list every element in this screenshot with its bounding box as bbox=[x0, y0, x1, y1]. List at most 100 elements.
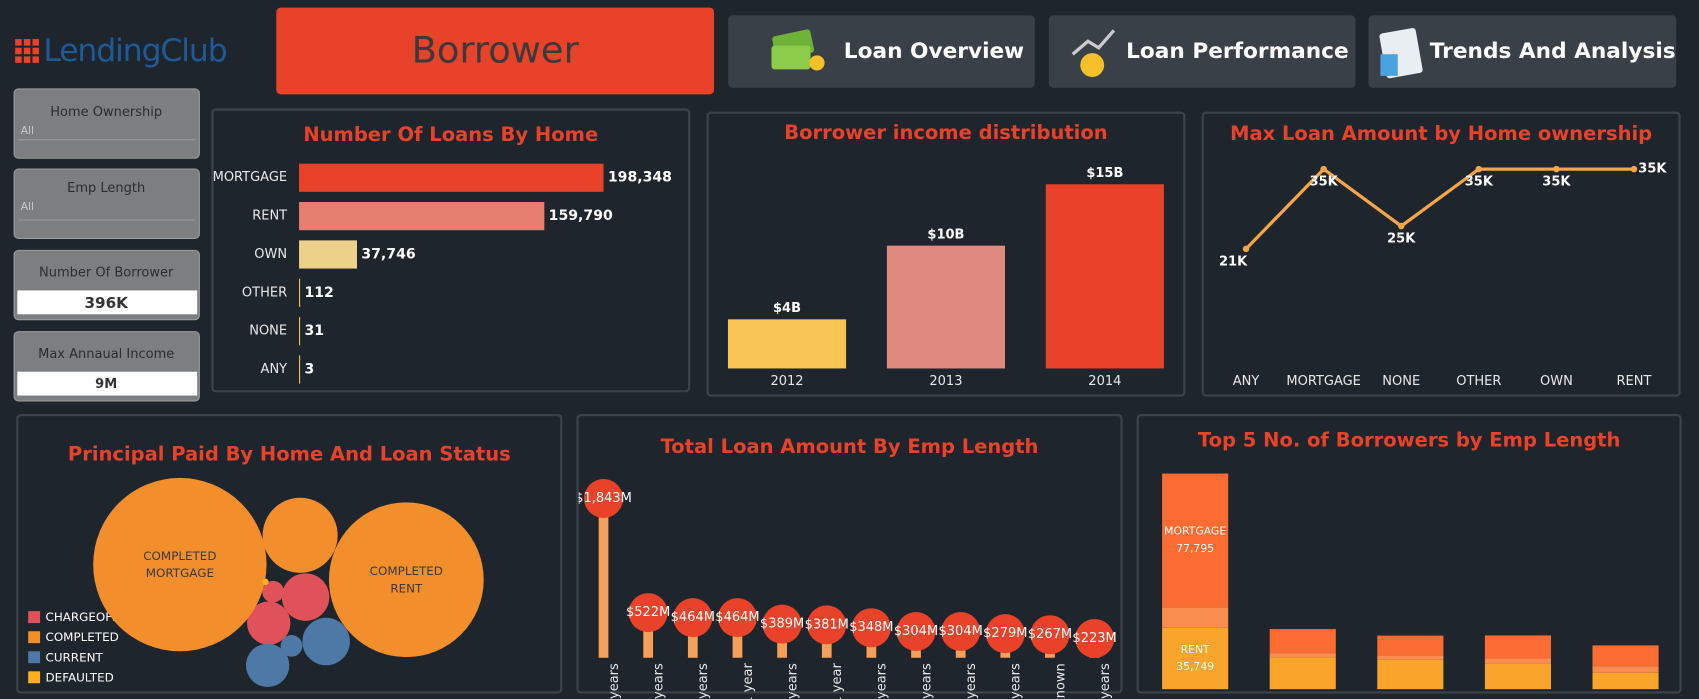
x-tick-label: 5 years bbox=[785, 663, 800, 699]
calculator-icon bbox=[1380, 54, 1398, 76]
filter-box[interactable] bbox=[13, 168, 200, 239]
lollipop-head bbox=[896, 611, 936, 651]
x-tick-label: 2012 bbox=[770, 374, 803, 389]
data-label: 112 bbox=[304, 285, 333, 301]
nav-label[interactable]: Loan Performance bbox=[1126, 39, 1349, 64]
chart-title: Number Of Loans By Home bbox=[303, 123, 598, 146]
x-tick-label: MORTGAGE bbox=[1286, 374, 1361, 389]
x-tick-label: NONE bbox=[1382, 374, 1420, 389]
x-tick-label: 1 year bbox=[830, 663, 845, 699]
nav-label[interactable]: Loan Overview bbox=[844, 39, 1024, 64]
data-label: $464M bbox=[715, 610, 759, 625]
bubble-label-line: COMPLETED bbox=[370, 564, 443, 578]
bar-segment bbox=[1269, 653, 1336, 658]
lollipop-head bbox=[807, 605, 847, 645]
panel bbox=[1136, 413, 1682, 694]
lollipop-head bbox=[673, 598, 713, 638]
lollipop-head bbox=[762, 604, 802, 644]
nav-label[interactable]: Trends And Analysis bbox=[1430, 39, 1676, 64]
lollipop-head bbox=[1030, 615, 1070, 655]
category-label: RENT bbox=[252, 209, 287, 224]
x-tick-label: 3 years bbox=[696, 663, 711, 699]
panel bbox=[706, 111, 1186, 397]
data-label: 35K bbox=[1542, 175, 1571, 190]
bubble bbox=[247, 601, 291, 645]
bar bbox=[299, 317, 301, 346]
bag-icon bbox=[1080, 53, 1105, 77]
nav-button[interactable]: Loan Performance bbox=[1048, 15, 1356, 88]
panel bbox=[16, 413, 563, 694]
data-label: 25K bbox=[1387, 232, 1416, 247]
nav-box[interactable] bbox=[1368, 15, 1677, 88]
bar-segment bbox=[1377, 655, 1444, 660]
data-label: $279M bbox=[983, 626, 1027, 641]
bar-segment bbox=[1592, 645, 1659, 667]
title-box bbox=[276, 7, 715, 95]
filter-label: Emp Length bbox=[67, 181, 145, 196]
data-label: $223M bbox=[1072, 631, 1116, 646]
x-tick-label: 2014 bbox=[1088, 374, 1121, 389]
kpi-value-box bbox=[17, 371, 198, 396]
bubble bbox=[280, 635, 303, 657]
bar bbox=[299, 202, 545, 231]
kpi-value-box bbox=[17, 290, 198, 315]
bubble-label: COMPLETED MORTGAGE bbox=[143, 548, 216, 579]
x-tick-label: 10+ years bbox=[607, 663, 622, 699]
filter-box[interactable] bbox=[13, 88, 200, 159]
filter[interactable]: Emp Length All bbox=[13, 168, 200, 239]
bar-segment bbox=[1377, 659, 1444, 690]
data-label: $4B bbox=[773, 301, 801, 316]
stem bbox=[687, 617, 698, 658]
data-label: $522M bbox=[626, 605, 670, 620]
stem bbox=[598, 498, 609, 658]
kpi-label: Number Of Borrower bbox=[39, 266, 174, 281]
data-label: 35K bbox=[1638, 162, 1667, 177]
kpi-label: Max Annaual Income bbox=[38, 347, 174, 362]
lollipop-head bbox=[628, 593, 668, 633]
bubble bbox=[328, 502, 484, 658]
bar-segment bbox=[1484, 663, 1551, 690]
x-tick-label: 2013 bbox=[929, 374, 962, 389]
data-label: $10B bbox=[927, 227, 964, 242]
panel bbox=[1201, 111, 1681, 397]
legend-label: DEFAULTED bbox=[46, 670, 114, 684]
data-label: $464M bbox=[671, 610, 715, 625]
stem bbox=[732, 617, 743, 658]
lollipop-head bbox=[985, 614, 1025, 654]
bubble bbox=[245, 643, 290, 688]
x-tick-label: 7 years bbox=[964, 663, 979, 699]
x-tick-label: 9 years bbox=[1098, 663, 1113, 699]
filter[interactable]: Home Ownership All bbox=[13, 88, 200, 159]
bar bbox=[886, 245, 1005, 369]
lollipop-head bbox=[1075, 618, 1115, 658]
nav-box[interactable] bbox=[1048, 15, 1356, 88]
logo-text: LendingClub bbox=[43, 33, 226, 69]
data-label: 35K bbox=[1310, 175, 1339, 190]
data-label: 35K bbox=[1465, 175, 1494, 190]
data-label: 35,749 bbox=[1176, 660, 1214, 673]
nav-button[interactable]: Loan Overview bbox=[728, 15, 1035, 88]
category-label: OTHER bbox=[242, 285, 287, 300]
chart-icon bbox=[1071, 29, 1116, 56]
stem bbox=[643, 612, 654, 658]
segment-label: RENT bbox=[1181, 643, 1210, 656]
point bbox=[1320, 165, 1327, 173]
data-label: $15B bbox=[1086, 166, 1123, 181]
chart-title: Top 5 No. of Borrowers by Emp Length bbox=[1198, 429, 1620, 452]
bar-segment bbox=[1162, 607, 1229, 628]
legend-swatch bbox=[28, 611, 41, 624]
x-tick-label: 4 years bbox=[875, 663, 890, 699]
filter-value[interactable]: All bbox=[21, 200, 34, 213]
x-tick-label: ANY bbox=[1233, 374, 1260, 389]
nav-button[interactable]: Trends And Analysis bbox=[1368, 15, 1677, 88]
bar-segment bbox=[1484, 635, 1551, 659]
bar bbox=[1045, 184, 1164, 369]
legend-label: CHARGEOFF bbox=[46, 610, 120, 624]
filter-value[interactable]: All bbox=[21, 124, 34, 137]
bar-segment bbox=[1592, 666, 1659, 673]
legend-swatch bbox=[28, 631, 41, 644]
bar-segment bbox=[1592, 672, 1659, 690]
lollipop-head bbox=[584, 478, 624, 518]
